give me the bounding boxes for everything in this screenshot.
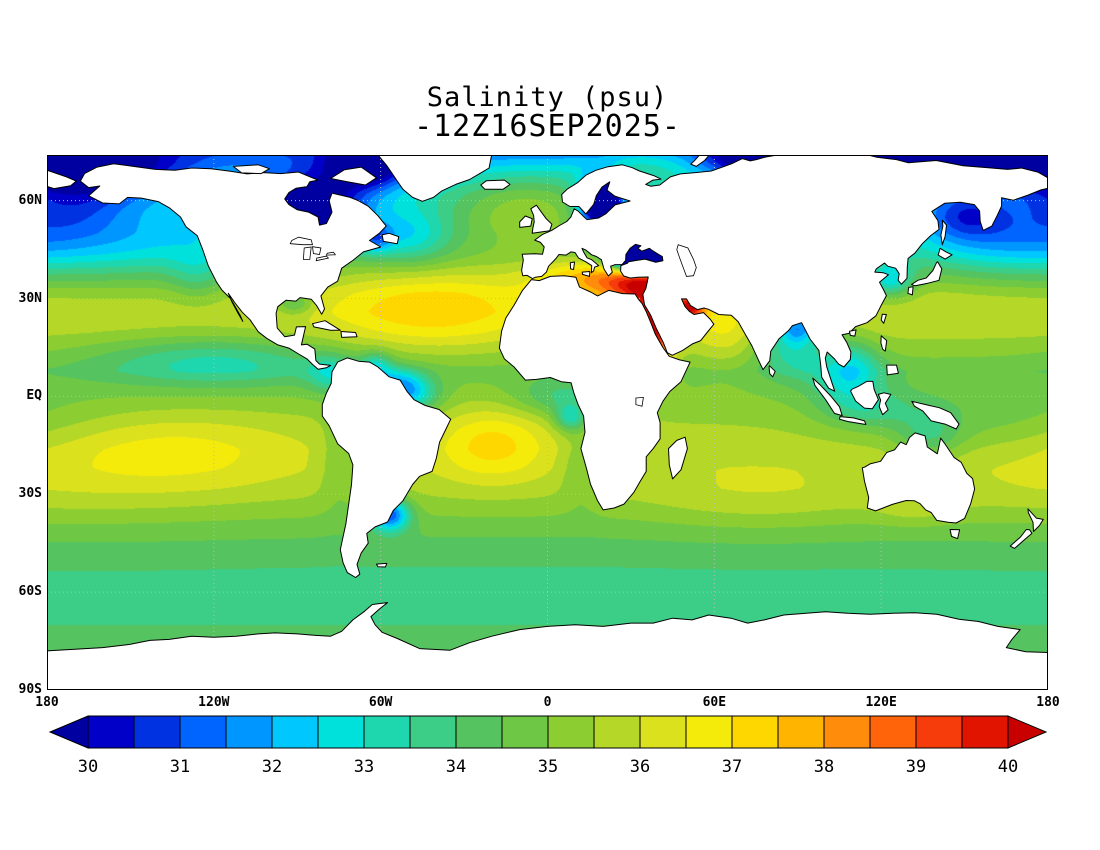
land-newfoundland bbox=[381, 232, 400, 245]
lake-lake-victoria bbox=[635, 396, 644, 407]
land-hispaniola bbox=[340, 331, 358, 338]
lat-tick-label: 60N bbox=[18, 192, 42, 208]
colorbar-label: 31 bbox=[170, 757, 190, 777]
land-nz-north bbox=[1027, 508, 1044, 532]
colorbar-cell bbox=[639, 715, 687, 749]
colorbar-cell bbox=[501, 715, 549, 749]
colorbar-cell bbox=[961, 715, 1009, 749]
colorbar-cell bbox=[271, 715, 319, 749]
land-borneo bbox=[850, 380, 879, 410]
colorbar-label: 30 bbox=[78, 757, 98, 777]
colorbar-cell bbox=[133, 715, 181, 749]
land-luzon bbox=[880, 335, 888, 352]
lon-tick-label: 180 bbox=[1036, 695, 1060, 710]
colorbar-cell bbox=[869, 715, 917, 749]
land-australia bbox=[861, 432, 976, 524]
land-tasmania bbox=[949, 529, 961, 540]
lon-tick-label: 120E bbox=[865, 695, 897, 710]
land-antarctica bbox=[47, 602, 1048, 690]
lat-tick-label: EQ bbox=[26, 388, 42, 404]
land-falklands bbox=[376, 562, 388, 568]
colorbar-label: 38 bbox=[814, 757, 834, 777]
colorbar-cell bbox=[455, 715, 503, 749]
colorbar: 30 31 32 33 34 35 36 37 38 39 40 bbox=[48, 715, 1048, 777]
land-taiwan bbox=[880, 313, 887, 324]
lon-tick-label: 0 bbox=[543, 695, 552, 710]
lake-lake-erie bbox=[315, 255, 330, 262]
colorbar-cell bbox=[731, 715, 779, 749]
colorbar-label: 35 bbox=[538, 757, 558, 777]
land-africa bbox=[498, 275, 691, 511]
land-java bbox=[839, 416, 867, 425]
land-honshu bbox=[911, 261, 943, 287]
lat-tick-label: 30S bbox=[18, 486, 42, 502]
map-overlay bbox=[47, 155, 1048, 690]
lake-lake-huron bbox=[312, 246, 322, 255]
land-ireland bbox=[519, 215, 533, 228]
land-cuba bbox=[312, 320, 341, 331]
land-sri-lanka bbox=[768, 365, 776, 378]
land-hainan bbox=[849, 329, 857, 337]
land-sicily bbox=[581, 271, 591, 277]
colorbar-cell bbox=[685, 715, 733, 749]
colorbar-label: 39 bbox=[906, 757, 926, 777]
colorbar-cell bbox=[915, 715, 963, 749]
land-nz-south bbox=[1009, 529, 1033, 549]
land-greenland bbox=[378, 155, 493, 202]
colorbar-label: 36 bbox=[630, 757, 650, 777]
land-sakhalin bbox=[940, 219, 947, 246]
land-victoria-island bbox=[232, 164, 270, 175]
land-eurasia bbox=[521, 155, 1048, 392]
colorbar-label: 37 bbox=[722, 757, 742, 777]
chart-title: Salinity (psu) bbox=[426, 82, 669, 113]
land-north-america bbox=[79, 163, 387, 370]
land-novaya-zemlya bbox=[690, 155, 710, 167]
chart-datetime: -12Z16SEP2025- bbox=[414, 109, 681, 144]
lat-tick-label: 60S bbox=[18, 584, 42, 600]
land-sulawesi bbox=[877, 392, 892, 416]
colorbar-cell bbox=[547, 715, 595, 749]
colorbar-cell bbox=[317, 715, 365, 749]
land-sardinia bbox=[569, 261, 575, 270]
land-mindanao bbox=[886, 364, 899, 376]
land-iceland bbox=[480, 179, 511, 190]
lake-lake-superior bbox=[289, 236, 314, 246]
colorbar-cell bbox=[87, 715, 135, 749]
colorbar-cell bbox=[777, 715, 825, 749]
lake-caspian-sea bbox=[676, 244, 697, 277]
colorbar-label: 33 bbox=[354, 757, 374, 777]
colorbar-cell bbox=[363, 715, 411, 749]
colorbar-cell bbox=[823, 715, 871, 749]
lon-tick-label: 120W bbox=[198, 695, 230, 710]
colorbar-cell bbox=[179, 715, 227, 749]
colorbar-over-arrow bbox=[1007, 715, 1048, 749]
land-madagascar bbox=[668, 436, 688, 480]
lat-tick-label: 30N bbox=[18, 290, 42, 306]
colorbar-cell bbox=[593, 715, 641, 749]
colorbar-label: 34 bbox=[446, 757, 466, 777]
land-uk bbox=[530, 204, 553, 234]
colorbar-cell bbox=[225, 715, 273, 749]
lon-tick-label: 60E bbox=[702, 695, 727, 710]
colorbar-under-arrow bbox=[48, 715, 89, 749]
lake-lake-ontario bbox=[325, 251, 337, 256]
land-chukotka-west bbox=[47, 169, 77, 190]
land-kyushu bbox=[907, 286, 914, 296]
colorbar-label: 40 bbox=[998, 757, 1018, 777]
landmasses bbox=[47, 155, 1048, 690]
colorbar-label: 32 bbox=[262, 757, 282, 777]
colorbar-cell bbox=[409, 715, 457, 749]
lon-tick-label: 180 bbox=[35, 695, 59, 710]
land-south-america bbox=[321, 357, 452, 578]
lat-tick-label: 90S bbox=[18, 682, 42, 697]
land-hokkaido bbox=[937, 247, 953, 260]
land-new-guinea bbox=[911, 400, 960, 430]
lake-lake-michigan bbox=[302, 246, 312, 260]
land-sumatra bbox=[812, 377, 843, 417]
map-plot-area bbox=[47, 155, 1048, 690]
lon-tick-label: 60W bbox=[368, 695, 393, 710]
land-baffin-island bbox=[330, 166, 377, 186]
